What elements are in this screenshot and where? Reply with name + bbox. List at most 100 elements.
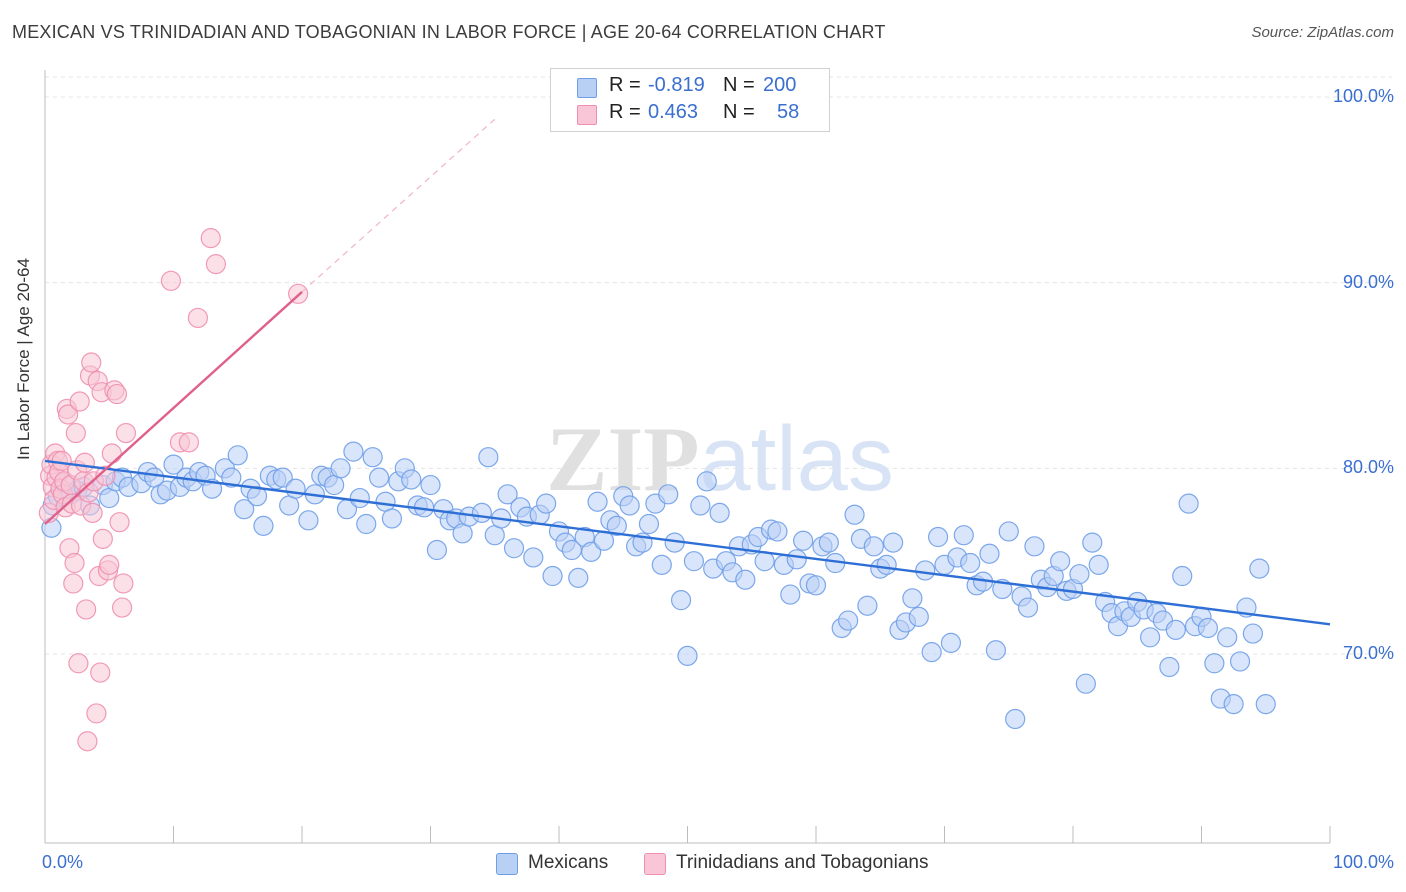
y-tick-label: 90.0% [1342, 271, 1394, 292]
point-mexicans [1223, 694, 1244, 715]
legend-swatch-pink [644, 853, 666, 875]
point-mexicans [690, 495, 711, 516]
point-mexicans [234, 499, 255, 520]
point-trinidadian [160, 270, 182, 291]
point-mexicans [1024, 536, 1045, 557]
legend-n-value: 58 [777, 101, 800, 123]
legend-r-label: R = [609, 101, 641, 123]
legend-swatch-blue [577, 78, 597, 98]
point-trinidadian [111, 597, 133, 618]
point-mexicans [1165, 619, 1186, 640]
legend-swatch-pink [577, 105, 597, 125]
point-mexicans [651, 554, 672, 575]
legend-r-value: 0.463 [648, 101, 699, 123]
point-mexicans [1242, 623, 1264, 644]
legend-label-mexicans: Mexicans [528, 852, 609, 873]
point-mexicans [638, 513, 660, 535]
point-mexicans [793, 530, 814, 551]
point-mexicans [272, 467, 293, 488]
point-trinidadian [187, 307, 209, 329]
point-mexicans [253, 515, 274, 536]
legend-row-mexicans: R = -0.819 N = 200 [551, 74, 829, 100]
point-mexicans [1005, 708, 1026, 730]
point-mexicans [838, 610, 859, 631]
point-mexicans [362, 447, 383, 468]
point-mexicans [979, 543, 1000, 564]
axes [44, 70, 1331, 844]
point-trinidadian [95, 465, 116, 486]
point-mexicans [915, 560, 936, 581]
chart-title: MEXICAN VS TRINIDADIAN AND TOBAGONIAN IN… [12, 22, 886, 42]
point-trinidadian [69, 391, 90, 412]
point-mexicans [767, 521, 788, 542]
point-mexicans [497, 484, 518, 505]
point-mexicans [1197, 617, 1219, 639]
point-trinidadian [200, 228, 221, 249]
trinidadian-points [38, 228, 309, 752]
legend-n-label: N = [723, 101, 755, 123]
source-label: Source: ZipAtlas.com [1251, 24, 1394, 41]
point-mexicans [619, 495, 640, 516]
point-mexicans [330, 458, 351, 479]
point-trinidadian [64, 552, 85, 574]
point-mexicans [1017, 597, 1039, 618]
legend-r-value: -0.819 [648, 74, 705, 96]
point-mexicans [876, 554, 897, 575]
point-mexicans [960, 552, 981, 574]
series-legend: Mexicans Trinidadians and Tobagonians [0, 850, 1406, 880]
legend-label-trinidadian: Trinidadians and Tobagonians [676, 852, 929, 873]
point-trinidadian [109, 512, 130, 533]
point-mexicans [381, 508, 403, 529]
point-mexicans [818, 532, 839, 553]
legend-row-trinidadian: R = 0.463 N = 58 [551, 101, 829, 127]
point-mexicans [1172, 565, 1193, 587]
point-mexicans [568, 567, 589, 588]
point-mexicans [593, 530, 615, 551]
point-mexicans [683, 551, 705, 572]
point-trinidadian [68, 653, 89, 674]
point-trinidadian [76, 599, 97, 620]
point-mexicans [908, 606, 929, 627]
point-mexicans [503, 538, 525, 559]
point-mexicans [478, 447, 499, 468]
point-mexicans [1139, 627, 1161, 648]
point-trinidadian [82, 502, 103, 523]
trend-line-trinidadian [44, 291, 303, 525]
point-mexicans [426, 539, 448, 561]
legend-swatch-blue [496, 853, 518, 875]
y-tick-label: 100.0% [1332, 86, 1394, 106]
point-mexicans [805, 575, 827, 596]
point-mexicans [670, 590, 692, 611]
point-trinidadian [113, 573, 134, 594]
point-mexicans [1075, 673, 1096, 694]
point-mexicans [1255, 694, 1276, 715]
point-trinidadian [92, 528, 113, 549]
point-mexicans [221, 467, 242, 488]
point-trinidadian [115, 422, 137, 444]
trend-line-dashed [301, 118, 496, 293]
point-mexicans [927, 526, 949, 548]
point-mexicans [523, 547, 544, 568]
point-trinidadian [63, 573, 84, 594]
y-tick-label: 70.0% [1342, 643, 1394, 663]
point-mexicans [696, 471, 717, 492]
point-mexicans [349, 487, 370, 509]
point-mexicans [298, 510, 319, 531]
point-trinidadian [65, 422, 86, 444]
legend-n-label: N = [723, 74, 755, 96]
point-mexicans [754, 551, 775, 572]
x-tick-label: 100.0% [1332, 852, 1394, 872]
legend-r-label: R = [609, 74, 641, 96]
point-mexicans [921, 642, 942, 663]
point-mexicans [844, 504, 865, 525]
point-mexicans [1050, 551, 1071, 572]
point-mexicans [1082, 532, 1103, 553]
x-tick-label: 0.0% [42, 852, 84, 872]
point-mexicans [677, 645, 698, 666]
point-mexicans [1217, 627, 1238, 648]
point-mexicans [581, 541, 602, 562]
point-mexicans [201, 478, 223, 499]
point-mexicans [940, 632, 962, 653]
legend-n-value: 200 [763, 74, 797, 96]
